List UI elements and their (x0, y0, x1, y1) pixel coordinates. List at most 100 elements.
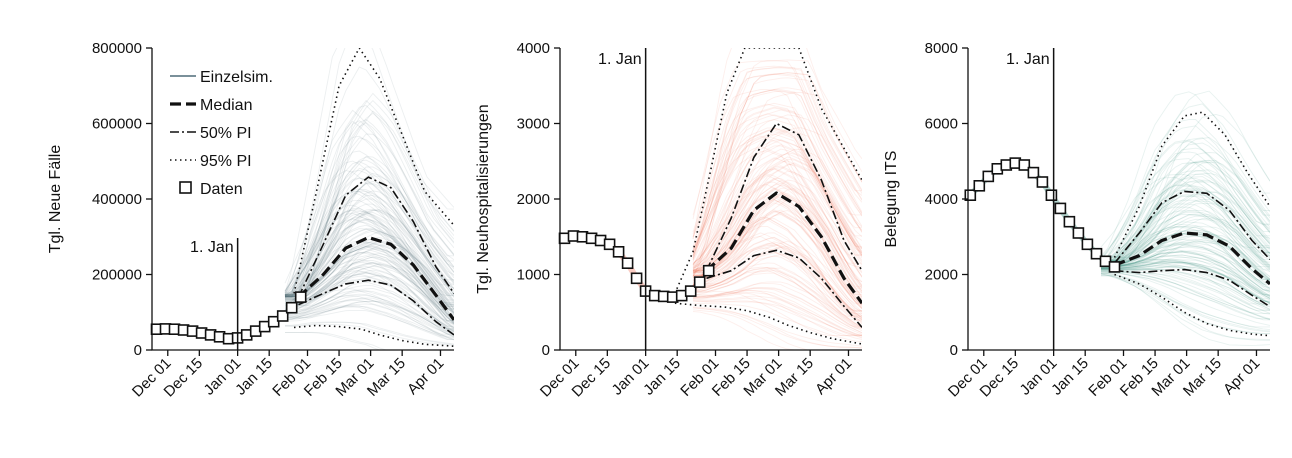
simulation-path (692, 311, 862, 350)
simulation-path (692, 119, 862, 252)
simulation-path (1101, 90, 1270, 257)
simulation-path (1101, 273, 1270, 332)
simulation-path (1101, 265, 1270, 301)
data-point (276, 310, 289, 322)
simulation-path (692, 153, 862, 272)
y-tick-label: 800000 (92, 40, 142, 57)
simulation-path (692, 192, 862, 293)
simulation-path (285, 92, 454, 295)
simulation-path (692, 209, 862, 309)
simulation-path (285, 251, 454, 325)
simulation-path (692, 272, 862, 330)
y-tick-label: 6000 (925, 116, 958, 133)
simulation-path (1101, 275, 1270, 346)
simulation-path (692, 289, 862, 336)
simulation-path (284, 177, 454, 297)
simulation-path (692, 300, 862, 340)
simulation-path (692, 173, 862, 287)
simulation-path (692, 158, 862, 275)
pi95-line (1113, 111, 1270, 258)
simulation-path (285, 248, 454, 314)
simulation-path (1101, 261, 1270, 298)
simulation-path (284, 135, 454, 296)
simulation-path (1101, 172, 1270, 262)
simulation-path (1101, 272, 1270, 326)
simulation-path (1101, 237, 1270, 269)
simulation-path (284, 275, 454, 331)
simulation-path (1101, 255, 1270, 300)
simulation-path (692, 128, 862, 262)
y-tick-label: 3000 (517, 116, 550, 133)
simulation-path (1100, 210, 1270, 270)
simulation-path (285, 274, 454, 321)
simulation-path (692, 237, 862, 318)
data-point (693, 276, 706, 288)
simulation-path (1100, 269, 1270, 312)
simulation-path (692, 219, 862, 313)
simulation-path (285, 272, 454, 329)
y-tick-label: 2000 (925, 267, 958, 284)
simulation-path (692, 251, 862, 323)
simulation-path (1101, 147, 1270, 261)
jan1-annotation: 1. Jan (1006, 51, 1050, 68)
y-tick-label: 400000 (92, 191, 142, 208)
simulation-path (285, 321, 454, 345)
simulation-path (285, 209, 454, 298)
simulation-path (285, 241, 454, 304)
simulation-path (1101, 240, 1270, 283)
simulation-path (692, 252, 862, 321)
simulation-path (285, 218, 454, 310)
simulation-path (692, 232, 862, 316)
simulation-path (284, 188, 454, 297)
simulation-path (692, 266, 862, 328)
data-point (630, 272, 643, 285)
simulation-path (692, 300, 862, 338)
simulation-path (285, 272, 454, 330)
simulation-path (692, 244, 862, 319)
simulation-path (1101, 159, 1270, 261)
data-point (285, 301, 298, 314)
pi50-line (706, 249, 862, 328)
simulation-path (285, 261, 454, 324)
simulation-path (692, 77, 862, 273)
data-markers (558, 230, 715, 303)
simulation-path (692, 106, 862, 256)
legend-daten-swatch (179, 181, 192, 194)
simulation-path (1101, 170, 1270, 262)
simulation-path (692, 90, 862, 261)
simulation-path (1101, 250, 1270, 291)
y-axis-title: Tgl. Neue Fälle (47, 145, 64, 254)
data-point (1072, 227, 1085, 239)
simulation-path (1101, 181, 1270, 263)
simulation-path (284, 199, 454, 301)
simulation-path (284, 293, 454, 337)
simulation-path (1101, 232, 1270, 281)
simulation-path (1101, 200, 1270, 264)
simulation-path (692, 267, 862, 328)
simulation-path (285, 244, 454, 303)
pi50-line (705, 122, 862, 272)
simulation-path (692, 302, 862, 342)
simulation-path (284, 295, 454, 337)
simulation-path (1100, 91, 1270, 257)
simulation-path (285, 99, 454, 295)
simulation-path (1100, 184, 1270, 263)
simulation-path (1101, 187, 1270, 263)
simulation-path (692, 127, 862, 282)
simulation-path (1100, 139, 1270, 260)
simulation-path (692, 255, 862, 323)
simulation-path (285, 231, 454, 302)
simulation-path (1101, 265, 1270, 300)
y-tick-label: 0 (950, 342, 958, 359)
simulation-path (1101, 179, 1270, 263)
simulation-path (284, 271, 454, 330)
simulation-path (1101, 241, 1270, 290)
simulation-path (692, 241, 862, 319)
simulation-path (284, 160, 454, 293)
simulation-path (1101, 261, 1270, 299)
simulation-path (1101, 251, 1270, 297)
simulation-path (1100, 119, 1270, 259)
data-point (684, 285, 697, 297)
simulation-path (1100, 140, 1270, 260)
